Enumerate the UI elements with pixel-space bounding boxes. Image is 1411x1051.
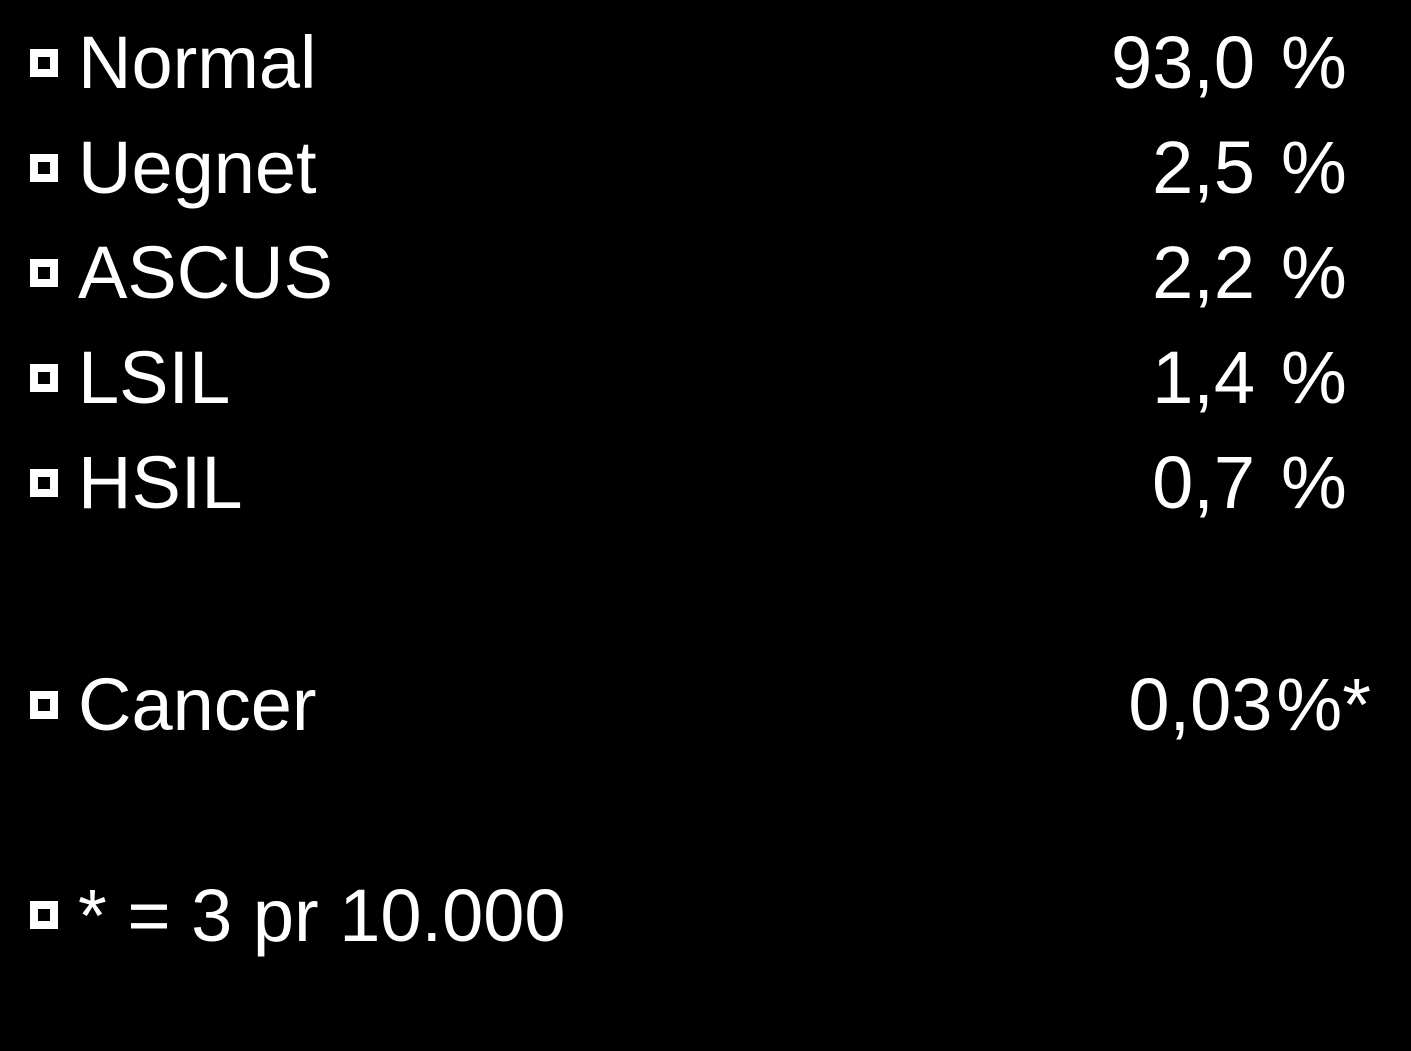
list-item: HSIL 0,7 % [30, 430, 1371, 535]
row-label: HSIL [78, 446, 1085, 520]
row-unit: % [1281, 236, 1371, 310]
bullet-icon [30, 469, 58, 497]
footnote: * = 3 pr 10.000 [30, 865, 1371, 965]
row-unit: % [1281, 341, 1371, 415]
footnote-text: * = 3 pr 10.000 [78, 873, 1371, 958]
spacer [30, 535, 1371, 655]
row-value: 93,0 [1085, 26, 1255, 100]
bullet-icon [30, 901, 58, 929]
list-item: Normal 93,0 % [30, 10, 1371, 115]
row-value: 0,03 [1102, 668, 1272, 742]
list-item: ASCUS 2,2 % [30, 220, 1371, 325]
row-label: Uegnet [78, 131, 1085, 205]
list-item: Uegnet 2,5 % [30, 115, 1371, 220]
row-unit: % [1281, 446, 1371, 520]
row-label: Normal [78, 26, 1085, 100]
spacer [30, 755, 1371, 865]
bullet-icon [30, 691, 58, 719]
row-label: ASCUS [78, 236, 1085, 310]
data-rows: Normal 93,0 % Uegnet 2,5 % ASCUS 2,2 % L… [30, 10, 1371, 535]
list-item: LSIL 1,4 % [30, 325, 1371, 430]
row-value: 0,7 [1085, 446, 1255, 520]
row-unit: % [1281, 131, 1371, 205]
bullet-icon [30, 364, 58, 392]
row-value: 2,5 [1085, 131, 1255, 205]
row-value: 1,4 [1085, 341, 1255, 415]
row-label: Cancer [78, 668, 1102, 742]
row-unit: % [1281, 26, 1371, 100]
cancer-row: Cancer 0,03 %* [30, 655, 1371, 755]
row-value: 2,2 [1085, 236, 1255, 310]
bullet-icon [30, 154, 58, 182]
row-unit: %* [1276, 668, 1371, 742]
bullet-icon [30, 259, 58, 287]
bullet-icon [30, 49, 58, 77]
slide: Normal 93,0 % Uegnet 2,5 % ASCUS 2,2 % L… [0, 0, 1411, 1051]
row-label: LSIL [78, 341, 1085, 415]
